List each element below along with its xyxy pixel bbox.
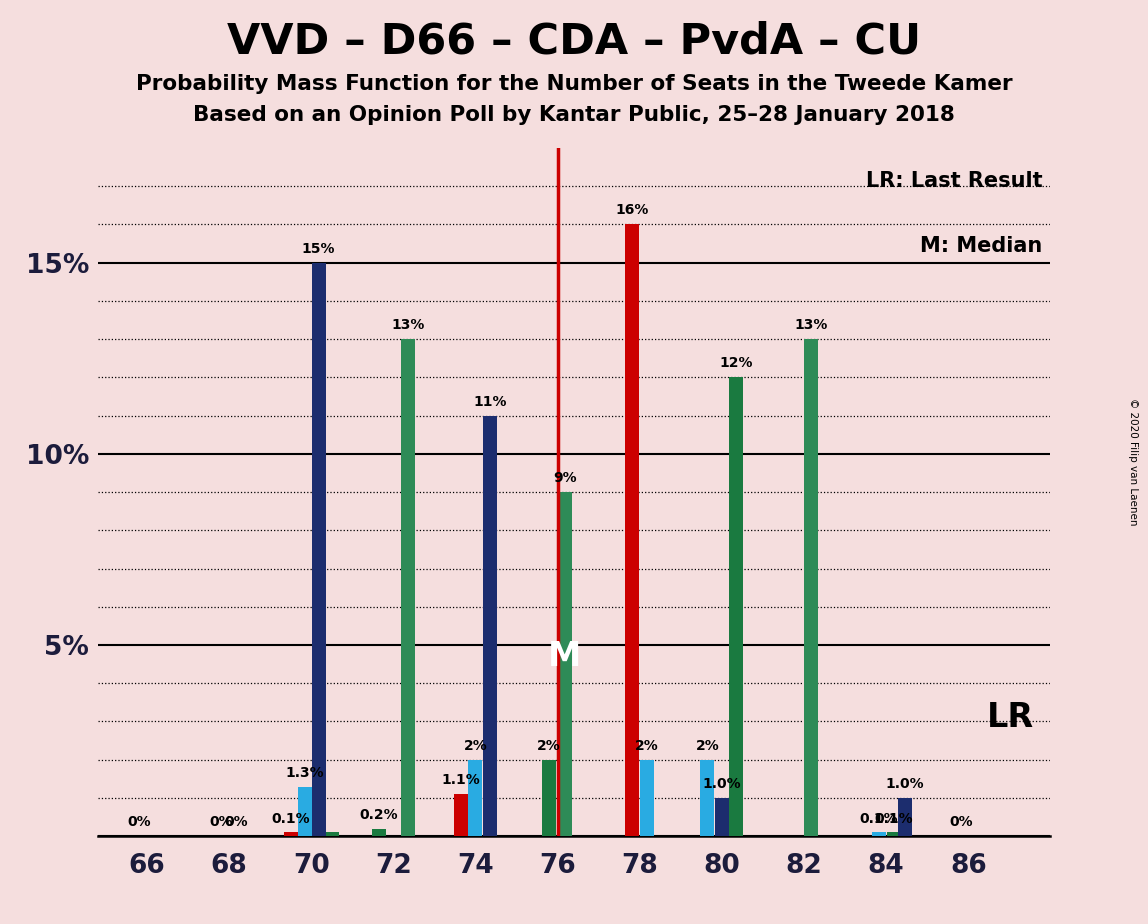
Text: 2%: 2% [635,739,659,753]
Bar [297,786,311,836]
Bar [483,416,497,836]
Bar [626,225,639,836]
Text: 9%: 9% [553,471,576,485]
Text: 0%: 0% [210,815,233,829]
Bar [641,760,654,836]
Text: 0.2%: 0.2% [359,808,398,821]
Text: M: M [549,640,582,673]
Text: 0.1%: 0.1% [875,811,913,825]
Bar [542,760,556,836]
Text: 12%: 12% [720,357,753,371]
Text: VVD – D66 – CDA – PvdA – CU: VVD – D66 – CDA – PvdA – CU [227,20,921,62]
Bar [372,829,386,836]
Text: 0%: 0% [949,815,972,829]
Bar [805,339,819,836]
Text: 16%: 16% [615,203,649,217]
Text: 2%: 2% [536,739,560,753]
Text: 1.1%: 1.1% [442,773,480,787]
Bar [401,339,414,836]
Text: 15%: 15% [302,242,335,256]
Text: 0%: 0% [225,815,248,829]
Bar [284,833,297,836]
Text: Based on an Opinion Poll by Kantar Public, 25–28 January 2018: Based on an Opinion Poll by Kantar Publi… [193,105,955,126]
Text: 1.0%: 1.0% [885,777,924,791]
Bar [886,833,900,836]
Text: 11%: 11% [473,395,506,408]
Bar [455,794,468,836]
Bar [326,833,340,836]
Text: 0.1%: 0.1% [860,811,898,825]
Text: 2%: 2% [464,739,487,753]
Bar [871,833,886,836]
Bar [468,760,482,836]
Text: Probability Mass Function for the Number of Seats in the Tweede Kamer: Probability Mass Function for the Number… [135,74,1013,94]
Text: M: Median: M: Median [920,236,1042,256]
Text: LR: LR [987,701,1034,735]
Bar [311,262,326,836]
Bar [898,798,912,836]
Text: 13%: 13% [391,318,425,332]
Text: 1.0%: 1.0% [703,777,742,791]
Bar [729,377,743,836]
Bar [700,760,714,836]
Text: 0%: 0% [127,815,152,829]
Text: © 2020 Filip van Laenen: © 2020 Filip van Laenen [1128,398,1138,526]
Text: 1.3%: 1.3% [285,766,324,780]
Bar [558,492,572,836]
Text: 0.1%: 0.1% [271,811,310,825]
Bar [715,798,729,836]
Text: 2%: 2% [696,739,720,753]
Text: 13%: 13% [794,318,828,332]
Text: LR: Last Result: LR: Last Result [866,171,1042,190]
